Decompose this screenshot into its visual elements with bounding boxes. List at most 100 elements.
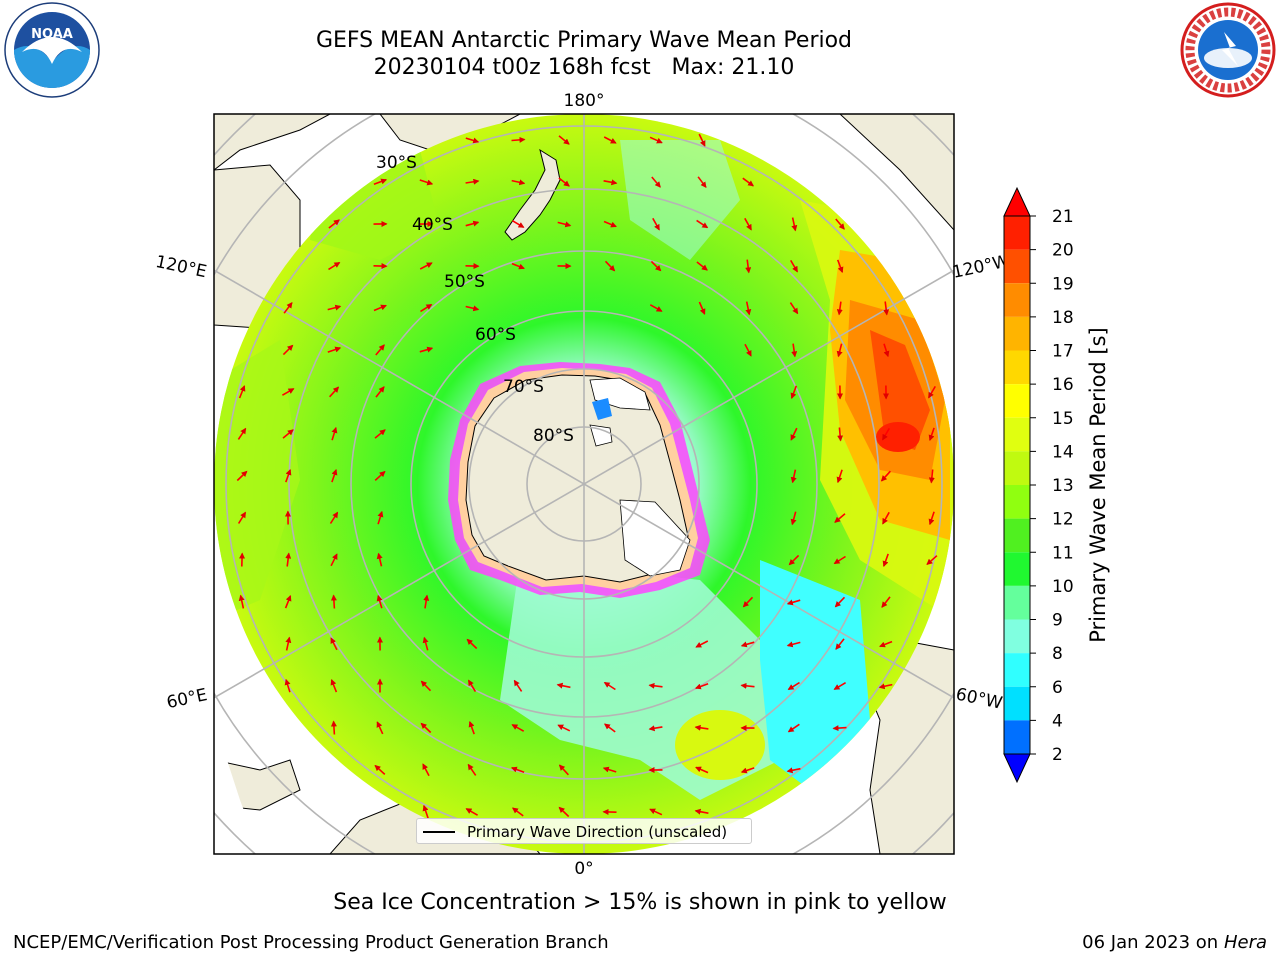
wave-direction-arrow xyxy=(511,807,524,817)
lon-label-0: 0° xyxy=(574,859,593,879)
wave-direction-arrow xyxy=(376,552,383,567)
wave-direction-arrow xyxy=(835,218,845,230)
colorbar-tick-label: 18 xyxy=(1052,308,1074,328)
colorbar-tick-label: 16 xyxy=(1052,375,1074,395)
wave-direction-arrow xyxy=(419,346,434,353)
colorbar-tick-label: 11 xyxy=(1052,543,1074,563)
wave-direction-arrow xyxy=(422,636,429,651)
wave-direction-arrow xyxy=(879,640,893,648)
wave-direction-arrow xyxy=(878,683,893,690)
wave-direction-arrow xyxy=(329,386,340,398)
colorbar-tick-label: 21 xyxy=(1052,207,1074,227)
colorbar: 21 20 19 18 17 16 15 14 13 12 11 10 9 8 6 4 2 xyxy=(1003,186,1074,784)
wave-direction-arrow xyxy=(285,552,292,567)
wave-direction-arrow xyxy=(787,681,800,691)
colorbar-tick-label: 19 xyxy=(1052,274,1074,294)
wave-direction-arrow xyxy=(331,468,338,483)
run-date: 06 Jan 2023 on Hera xyxy=(1082,932,1267,953)
wave-direction-arrow xyxy=(882,553,889,568)
wave-direction-arrow xyxy=(648,725,663,732)
wave-direction-arrow xyxy=(558,806,570,818)
wave-direction-arrow xyxy=(375,386,385,398)
wave-direction-arrow xyxy=(376,721,384,735)
wave-direction-arrow xyxy=(697,176,707,188)
wave-direction-arrow xyxy=(835,638,845,650)
wave-direction-arrow xyxy=(880,470,891,482)
wave-direction-arrow xyxy=(423,594,430,609)
map-legend: Primary Wave Direction (unscaled) xyxy=(416,818,752,844)
wave-direction-arrow xyxy=(695,640,709,648)
wave-direction-arrow xyxy=(420,303,433,313)
wave-direction-arrow xyxy=(238,385,246,399)
wave-direction-arrow xyxy=(928,427,935,442)
wave-direction-arrow xyxy=(928,511,935,526)
wave-direction-arrow xyxy=(698,133,706,147)
wave-direction-arrow xyxy=(786,641,801,648)
colorbar-bin xyxy=(1004,283,1030,317)
wave-direction-arrow xyxy=(374,429,386,439)
wave-direction-arrow xyxy=(420,680,432,692)
wave-direction-arrow xyxy=(465,220,480,227)
wave-direction-arrow xyxy=(698,301,706,315)
colorbar-bin xyxy=(1004,653,1030,687)
wave-direction-arrow xyxy=(285,468,292,483)
wave-direction-arrow xyxy=(695,766,709,774)
wave-direction-arrow xyxy=(740,767,755,774)
wave-direction-arrow xyxy=(651,176,661,188)
wave-direction-arrow xyxy=(790,427,798,441)
wave-direction-arrow xyxy=(786,767,801,774)
wave-direction-arrow xyxy=(511,220,525,228)
wave-direction-arrow xyxy=(284,678,291,693)
colorbar-tick-label: 12 xyxy=(1052,510,1074,530)
wave-direction-arrow xyxy=(376,594,383,609)
lat-label-80s: 80°S xyxy=(533,426,574,446)
wave-direction-arrow xyxy=(650,260,662,272)
wave-direction-arrow xyxy=(465,808,478,816)
colorbar-tick-label: 2 xyxy=(1052,745,1063,765)
wave-direction-arrow xyxy=(558,764,569,776)
wave-direction-arrow xyxy=(883,301,890,316)
colorbar-bin xyxy=(1004,619,1030,654)
colorbar-bin xyxy=(1004,485,1030,519)
wave-direction-arrow xyxy=(790,385,798,400)
wave-direction-arrow xyxy=(790,511,797,526)
wave-direction-arrow xyxy=(649,304,663,312)
wave-direction-arrow xyxy=(330,594,337,609)
wave-direction-arrow xyxy=(744,343,752,357)
wave-direction-arrow xyxy=(330,637,338,651)
lon-label-120w: 120°W xyxy=(951,251,1012,283)
producer-credit: NCEP/EMC/Verification Post Processing Pr… xyxy=(13,932,609,953)
wave-direction-arrow xyxy=(511,724,525,732)
lon-label-60w: 60°W xyxy=(954,684,1004,713)
wave-direction-arrow xyxy=(513,679,523,692)
wave-direction-arrow xyxy=(744,217,752,231)
wave-direction-arrow xyxy=(284,594,292,609)
wave-direction-arrow xyxy=(556,682,571,689)
wave-direction-arrow xyxy=(465,305,480,312)
wave-direction-arrow xyxy=(558,135,570,145)
wave-direction-arrow xyxy=(282,344,294,356)
wave-direction-arrow xyxy=(422,763,430,777)
wave-direction-arrow xyxy=(328,261,341,271)
wave-direction-arrow xyxy=(373,304,387,312)
wave-direction-arrow xyxy=(833,555,846,565)
wave-direction-arrow xyxy=(377,510,384,525)
wave-direction-arrow xyxy=(604,260,616,272)
wave-direction-arrow xyxy=(834,513,846,523)
wave-direction-arrow xyxy=(467,679,477,693)
colorbar-tick-label: 8 xyxy=(1052,644,1063,664)
wave-direction-arrow xyxy=(836,259,844,274)
wave-direction-arrow xyxy=(419,179,434,186)
colorbar-tick-label: 10 xyxy=(1052,577,1074,597)
wave-direction-arrow xyxy=(282,388,295,396)
colorbar-tick-label: 9 xyxy=(1052,611,1063,631)
wave-direction-arrow xyxy=(282,429,294,439)
colorbar-bin xyxy=(1004,350,1030,385)
wave-direction-arrow xyxy=(236,470,248,482)
colorbar-bin xyxy=(1004,216,1030,250)
wave-direction-arrow xyxy=(649,136,663,144)
wave-direction-arrows xyxy=(236,133,938,819)
nws-logo xyxy=(1180,2,1276,98)
colorbar-label: Primary Wave Mean Period [s] xyxy=(1086,327,1110,643)
